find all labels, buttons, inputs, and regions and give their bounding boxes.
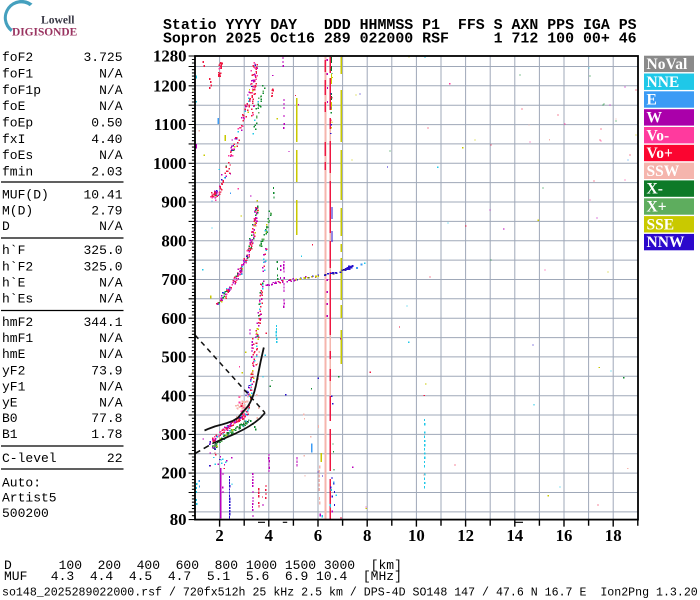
svg-text:1100: 1100 <box>154 115 187 134</box>
svg-text:2.79: 2.79 <box>91 204 122 219</box>
svg-text:14: 14 <box>506 526 523 545</box>
svg-text:N/A: N/A <box>99 99 123 114</box>
svg-text:SSW: SSW <box>647 163 680 180</box>
svg-text:N/A: N/A <box>99 380 123 395</box>
svg-text:300: 300 <box>161 425 186 444</box>
svg-text:77.8: 77.8 <box>91 411 122 426</box>
svg-text:16: 16 <box>556 526 573 545</box>
svg-text:E: E <box>647 92 657 109</box>
svg-text:800: 800 <box>161 231 186 250</box>
svg-text:foEp: foEp <box>2 116 33 131</box>
svg-text:200: 200 <box>161 464 186 483</box>
svg-text:X-: X- <box>647 181 663 198</box>
svg-text:D: D <box>2 219 10 234</box>
svg-text:NoVal: NoVal <box>647 56 688 73</box>
svg-text:900: 900 <box>161 193 186 212</box>
svg-text:18: 18 <box>605 526 622 545</box>
svg-text:Lowell: Lowell <box>41 14 75 27</box>
svg-text:N/A: N/A <box>99 67 123 82</box>
svg-text:1000: 1000 <box>153 154 187 173</box>
svg-text:2: 2 <box>215 526 223 545</box>
svg-text:W: W <box>647 110 663 127</box>
svg-text:73.9: 73.9 <box>91 363 122 378</box>
svg-text:Vo+: Vo+ <box>647 145 674 162</box>
svg-text:344.1: 344.1 <box>83 315 122 330</box>
svg-text:1280: 1280 <box>153 47 187 66</box>
svg-text:C-level: C-level <box>2 451 57 466</box>
svg-text:MUF 4.3 4.4 4.5 4.7 5.1: MUF 4.3 4.4 4.5 4.7 5.1 5.6 6.9 10.4 [MH… <box>4 569 402 584</box>
svg-text:4: 4 <box>265 526 274 545</box>
svg-text:400: 400 <box>161 386 186 405</box>
svg-text:so148_2025289022000.rsf / 720f: so148_2025289022000.rsf / 720fx512h 25 k… <box>2 586 698 599</box>
svg-text:foF1p: foF1p <box>2 83 41 98</box>
svg-text:h`F2: h`F2 <box>2 259 33 274</box>
svg-text:12: 12 <box>457 526 474 545</box>
svg-text:1200: 1200 <box>153 76 187 95</box>
svg-text:foEs: foEs <box>2 148 33 163</box>
svg-text:yE: yE <box>2 396 18 411</box>
svg-text:fxI: fxI <box>2 132 25 147</box>
svg-text:Statio YYYY DAY DDD HHMMSS P: Statio YYYY DAY DDD HHMMSS P1 FFS S AXN … <box>163 18 637 34</box>
svg-text:3.725: 3.725 <box>83 50 122 65</box>
svg-text:22: 22 <box>107 451 123 466</box>
svg-text:D 100 200 400 600 800: D 100 200 400 600 800 1000 1500 3000 [km… <box>4 558 402 573</box>
svg-text:Artist5: Artist5 <box>2 491 57 506</box>
svg-text:N/A: N/A <box>99 276 123 291</box>
svg-text:8: 8 <box>363 526 371 545</box>
svg-text:Auto:: Auto: <box>2 476 41 491</box>
svg-text:hmF2: hmF2 <box>2 315 33 330</box>
svg-text:foE: foE <box>2 99 26 114</box>
svg-text:N/A: N/A <box>99 331 123 346</box>
svg-text:1.78: 1.78 <box>91 427 122 442</box>
svg-text:N/A: N/A <box>99 396 123 411</box>
svg-text:600: 600 <box>161 309 186 328</box>
svg-text:4.40: 4.40 <box>91 132 122 147</box>
svg-text:M(D): M(D) <box>2 204 33 219</box>
svg-text:N/A: N/A <box>99 148 123 163</box>
svg-text:DIGISONDE: DIGISONDE <box>12 27 78 39</box>
svg-text:N/A: N/A <box>99 347 123 362</box>
svg-text:Vo-: Vo- <box>647 127 670 144</box>
svg-text:N/A: N/A <box>99 292 123 307</box>
svg-text:325.0: 325.0 <box>83 243 122 258</box>
svg-text:500200: 500200 <box>2 506 49 521</box>
svg-text:Sopron 2025 Oct16 289 022000 R: Sopron 2025 Oct16 289 022000 RSF 1 712 1… <box>163 31 637 47</box>
svg-text:foF2: foF2 <box>2 50 33 65</box>
svg-text:hmF1: hmF1 <box>2 331 33 346</box>
svg-text:hmE: hmE <box>2 347 26 362</box>
svg-text:foF1: foF1 <box>2 67 33 82</box>
svg-text:yF2: yF2 <box>2 363 25 378</box>
svg-text:325.0: 325.0 <box>83 259 122 274</box>
svg-text:6: 6 <box>314 526 322 545</box>
svg-text:N/A: N/A <box>99 219 123 234</box>
svg-text:0.50: 0.50 <box>91 116 122 131</box>
svg-text:B0: B0 <box>2 411 18 426</box>
svg-text:500: 500 <box>161 348 186 367</box>
svg-text:B1: B1 <box>2 427 18 442</box>
svg-text:SSE: SSE <box>647 216 675 233</box>
svg-text:fmin: fmin <box>2 165 33 180</box>
svg-text:yF1: yF1 <box>2 380 26 395</box>
svg-text:80: 80 <box>170 510 187 529</box>
svg-text:10.41: 10.41 <box>83 188 122 203</box>
svg-text:2.03: 2.03 <box>91 165 122 180</box>
svg-text:N/A: N/A <box>99 83 123 98</box>
svg-text:h`E: h`E <box>2 276 26 291</box>
svg-text:10: 10 <box>408 526 425 545</box>
svg-text:NNW: NNW <box>647 234 685 251</box>
svg-text:NNE: NNE <box>647 74 680 91</box>
svg-text:h`Es: h`Es <box>2 292 33 307</box>
svg-text:X+: X+ <box>647 199 667 216</box>
svg-text:700: 700 <box>161 270 186 289</box>
svg-text:MUF(D): MUF(D) <box>2 188 49 203</box>
svg-text:h`F: h`F <box>2 243 25 258</box>
